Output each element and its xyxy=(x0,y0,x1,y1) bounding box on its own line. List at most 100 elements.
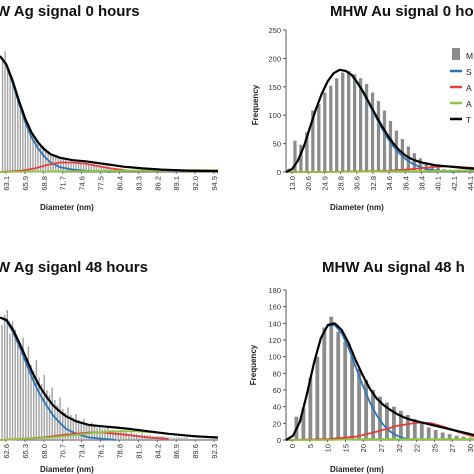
histogram-bar xyxy=(98,167,100,172)
histogram-bar xyxy=(305,132,309,172)
legend-swatch xyxy=(452,48,460,60)
histogram-bar xyxy=(19,352,22,440)
histogram-bar xyxy=(199,438,201,440)
histogram-bar xyxy=(67,161,70,172)
x-tick-label: 71.7 xyxy=(59,176,68,191)
fit-line xyxy=(286,169,474,173)
histogram-bar xyxy=(128,433,130,440)
y-tick-label: 80 xyxy=(273,369,281,378)
histogram-bar xyxy=(412,419,417,440)
x-tick-label: 92.0 xyxy=(191,176,200,191)
histogram-bar xyxy=(447,434,452,440)
histogram-bar xyxy=(317,103,321,172)
histogram-bar xyxy=(153,170,156,172)
histogram-bar xyxy=(93,166,95,172)
fit-line xyxy=(0,316,116,441)
histogram-bar xyxy=(17,101,19,172)
histogram-bar xyxy=(65,160,67,172)
y-tick-label: 50 xyxy=(273,140,281,149)
histogram-bar xyxy=(196,438,199,440)
x-tick-label: 27 xyxy=(448,444,457,452)
x-tick-label: 0 xyxy=(288,444,297,448)
x-tick-label: 22 xyxy=(413,444,422,452)
histogram-bar xyxy=(19,106,21,172)
histogram-bar xyxy=(347,70,351,172)
y-tick-label: 150 xyxy=(268,83,281,92)
histogram-bar xyxy=(75,413,77,440)
histogram-bar xyxy=(301,408,306,440)
histogram-bar xyxy=(22,112,24,172)
histogram-bar xyxy=(412,153,416,172)
histogram-bar xyxy=(171,170,174,172)
histogram-bar xyxy=(39,143,42,172)
histogram-bar xyxy=(40,383,43,440)
histogram-bar xyxy=(62,158,65,172)
fit-line xyxy=(286,438,474,441)
chart-panel-3: W Ag siganl 48 hours 62.6 65.3 68.0 70.7 73.4… xyxy=(0,259,219,474)
x-axis-label: Diameter (nm) xyxy=(40,465,94,474)
histogram-bar xyxy=(311,110,315,172)
fit-line xyxy=(0,55,111,173)
histogram-bar xyxy=(125,432,127,440)
histogram-bar xyxy=(322,327,327,440)
histogram-bar xyxy=(34,136,37,172)
x-tick-label: 32 xyxy=(395,444,404,452)
x-tick-label: 89.6 xyxy=(191,444,200,459)
histogram-bar xyxy=(70,161,72,172)
histogram-bar xyxy=(175,437,178,440)
histogram-bar xyxy=(32,132,34,172)
histogram-bar xyxy=(88,164,90,172)
fit-line xyxy=(285,322,474,441)
histogram-bar xyxy=(329,85,333,172)
histogram-bar xyxy=(11,82,14,172)
histogram-bar xyxy=(27,346,30,440)
histogram-bar xyxy=(24,118,27,172)
histogram-bar xyxy=(117,431,119,440)
histogram-bar xyxy=(370,92,375,172)
x-tick-label: 65.3 xyxy=(21,444,30,459)
histogram-bar xyxy=(6,67,9,172)
histogram-bar xyxy=(3,315,6,440)
histogram-bar xyxy=(104,428,106,440)
chart-panel-4: MHW Au signal 48 h0204060801001201401601… xyxy=(249,259,474,474)
histogram-bar xyxy=(440,432,445,440)
histogram-bar xyxy=(376,101,381,172)
histogram-bar xyxy=(161,170,163,172)
x-tick-label: 84.2 xyxy=(153,444,162,459)
histogram-bar xyxy=(75,162,77,172)
histogram-bar xyxy=(364,380,368,440)
y-axis-label: Frequency xyxy=(249,344,258,385)
histogram-bar xyxy=(80,163,82,172)
x-tick-label: 38.4 xyxy=(417,176,426,191)
histogram-bar xyxy=(9,333,11,440)
histogram-bar xyxy=(454,435,459,440)
y-tick-label: 100 xyxy=(268,111,281,120)
histogram-bar xyxy=(56,405,59,440)
legend-entry: T xyxy=(466,115,471,125)
histogram-bar xyxy=(101,428,104,440)
legend-entry: A xyxy=(466,99,472,109)
histogram-bar xyxy=(188,438,191,440)
y-axis-label: Frequency xyxy=(251,84,260,125)
histogram-bar xyxy=(335,78,339,172)
histogram-bar xyxy=(60,157,62,172)
histogram-bar xyxy=(105,167,108,172)
x-tick-label: 77.5 xyxy=(97,176,106,191)
y-tick-label: 140 xyxy=(268,319,281,328)
x-tick-label: 44.1 xyxy=(466,176,474,191)
fit-line xyxy=(0,161,137,173)
histogram-bar xyxy=(433,430,438,440)
x-tick-label: 65.9 xyxy=(21,176,30,191)
y-tick-label: 60 xyxy=(273,386,281,395)
histogram-bar xyxy=(112,430,114,440)
histogram-bar xyxy=(159,170,161,172)
histogram-bar xyxy=(59,397,61,440)
x-tick-label: 25 xyxy=(430,444,439,452)
chart-title: MHW Au signal 48 h xyxy=(322,259,465,276)
x-tick-label: 81.5 xyxy=(134,444,143,459)
histogram-bar xyxy=(27,124,29,172)
histogram-bar xyxy=(103,167,105,172)
legend-entry: M xyxy=(466,51,473,61)
x-tick-label: 70.7 xyxy=(59,444,68,459)
